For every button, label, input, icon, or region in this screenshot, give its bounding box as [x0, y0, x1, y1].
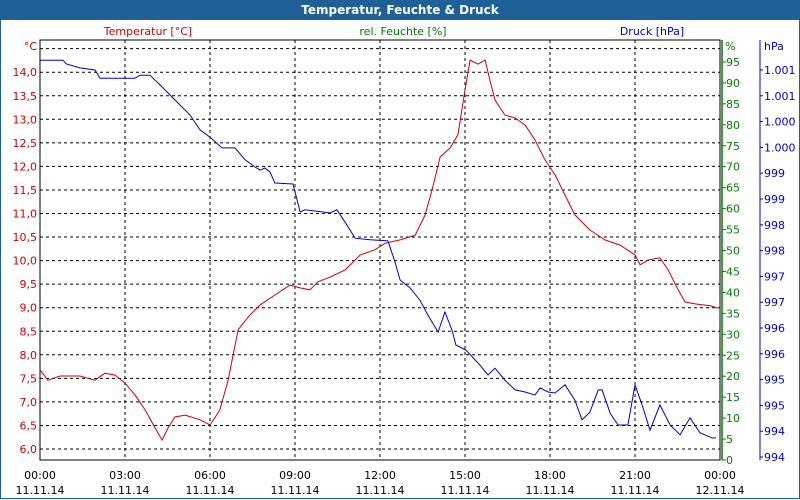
humidity-tick-label: 10: [726, 412, 740, 425]
x-tick-time: 09:00: [279, 469, 311, 482]
humidity-tick-label: 40: [726, 286, 740, 299]
humidity-tick-label: 85: [726, 98, 740, 111]
pressure-tick-label: 996: [764, 322, 785, 335]
pressure-tick-label: 996: [764, 348, 785, 361]
temperature-tick-label: 9,5: [20, 278, 38, 291]
humidity-tick-label: 15: [726, 391, 740, 404]
humidity-tick-label: 65: [726, 182, 740, 195]
series-line-druck: [40, 59, 716, 439]
humidity-tick-label: 90: [726, 77, 740, 90]
temperature-tick-label: 7,0: [20, 396, 38, 409]
pressure-tick-label: 995: [764, 374, 785, 387]
temperature-tick-label: 6,5: [20, 419, 38, 432]
humidity-tick-label: 95: [726, 56, 740, 69]
x-tick-time: 06:00: [194, 469, 226, 482]
temperature-tick-label: 9,0: [20, 302, 38, 315]
pressure-tick-label: 998: [764, 219, 785, 232]
x-tick-date: 11.11.14: [186, 484, 235, 497]
temperature-tick-label: 10,0: [13, 255, 38, 268]
legend-0: Temperatur [°C]: [103, 25, 192, 38]
humidity-tick-label: 60: [726, 203, 740, 216]
humidity-tick-label: 75: [726, 140, 740, 153]
x-tick-date: 11.11.14: [271, 484, 320, 497]
humidity-tick-label: 70: [726, 161, 740, 174]
temperature-tick-label: 10,5: [13, 231, 38, 244]
humidity-tick-label: 55: [726, 224, 740, 237]
legend-2: Druck [hPa]: [620, 25, 684, 38]
pressure-tick-label: 999: [764, 167, 785, 180]
series-line-temperatur: [39, 59, 719, 442]
x-tick-time: 15:00: [449, 469, 481, 482]
x-tick-time: 00:00: [704, 469, 736, 482]
humidity-tick-label: 30: [726, 328, 740, 341]
pressure-tick-label: 999: [764, 193, 785, 206]
humidity-tick-label: 0: [726, 454, 733, 467]
pressure-tick-label: 995: [764, 399, 785, 412]
pressure-tick-label: 1.000: [764, 141, 796, 154]
humidity-tick-label: 50: [726, 245, 740, 258]
pressure-tick-label: 1.001: [764, 64, 796, 77]
humidity-tick-label: 5: [726, 433, 733, 446]
x-tick-time: 21:00: [619, 469, 651, 482]
pressure-tick-label: 997: [764, 270, 785, 283]
temperature-tick-label: 11,5: [13, 184, 38, 197]
temperature-tick-label: 14,0: [13, 66, 38, 79]
pressure-tick-label: 1.001: [764, 90, 796, 103]
temperature-tick-label: 6,0: [20, 443, 38, 456]
legend-1: rel. Feuchte [%]: [359, 25, 446, 38]
pressure-unit: hPa: [764, 40, 784, 53]
x-tick-time: 00:00: [24, 469, 56, 482]
pressure-tick-label: 998: [764, 245, 785, 258]
x-tick-date: 11.11.14: [526, 484, 575, 497]
x-tick-date: 11.11.14: [16, 484, 65, 497]
humidity-tick-label: 45: [726, 265, 740, 278]
humidity-tick-label: 80: [726, 119, 740, 132]
temperature-tick-label: 8,0: [20, 349, 38, 362]
pressure-tick-label: 1.000: [764, 116, 796, 129]
temperature-tick-label: 13,5: [13, 90, 38, 103]
x-tick-date: 11.11.14: [441, 484, 490, 497]
x-tick-date: 11.11.14: [356, 484, 405, 497]
x-tick-time: 03:00: [109, 469, 141, 482]
pressure-tick-label: 994: [764, 451, 785, 464]
x-tick-date: 11.11.14: [101, 484, 150, 497]
humidity-tick-label: 20: [726, 370, 740, 383]
x-tick-time: 12:00: [364, 469, 396, 482]
temperature-unit: °C: [24, 40, 38, 53]
temperature-tick-label: 7,5: [20, 372, 38, 385]
pressure-tick-label: 997: [764, 296, 785, 309]
temperature-tick-label: 11,0: [13, 208, 38, 221]
chart-title: Temperatur, Feuchte & Druck: [0, 0, 800, 20]
x-tick-time: 18:00: [534, 469, 566, 482]
temperature-tick-label: 12,5: [13, 137, 38, 150]
temperature-tick-label: 13,0: [13, 113, 38, 126]
temperature-tick-label: 8,5: [20, 325, 38, 338]
humidity-tick-label: 25: [726, 349, 740, 362]
humidity-unit: %: [725, 40, 735, 53]
pressure-tick-label: 994: [764, 425, 785, 438]
x-tick-date: 11.11.14: [611, 484, 660, 497]
humidity-tick-label: 35: [726, 307, 740, 320]
x-tick-date: 12.11.14: [696, 484, 745, 497]
temperature-tick-label: 12,0: [13, 160, 38, 173]
